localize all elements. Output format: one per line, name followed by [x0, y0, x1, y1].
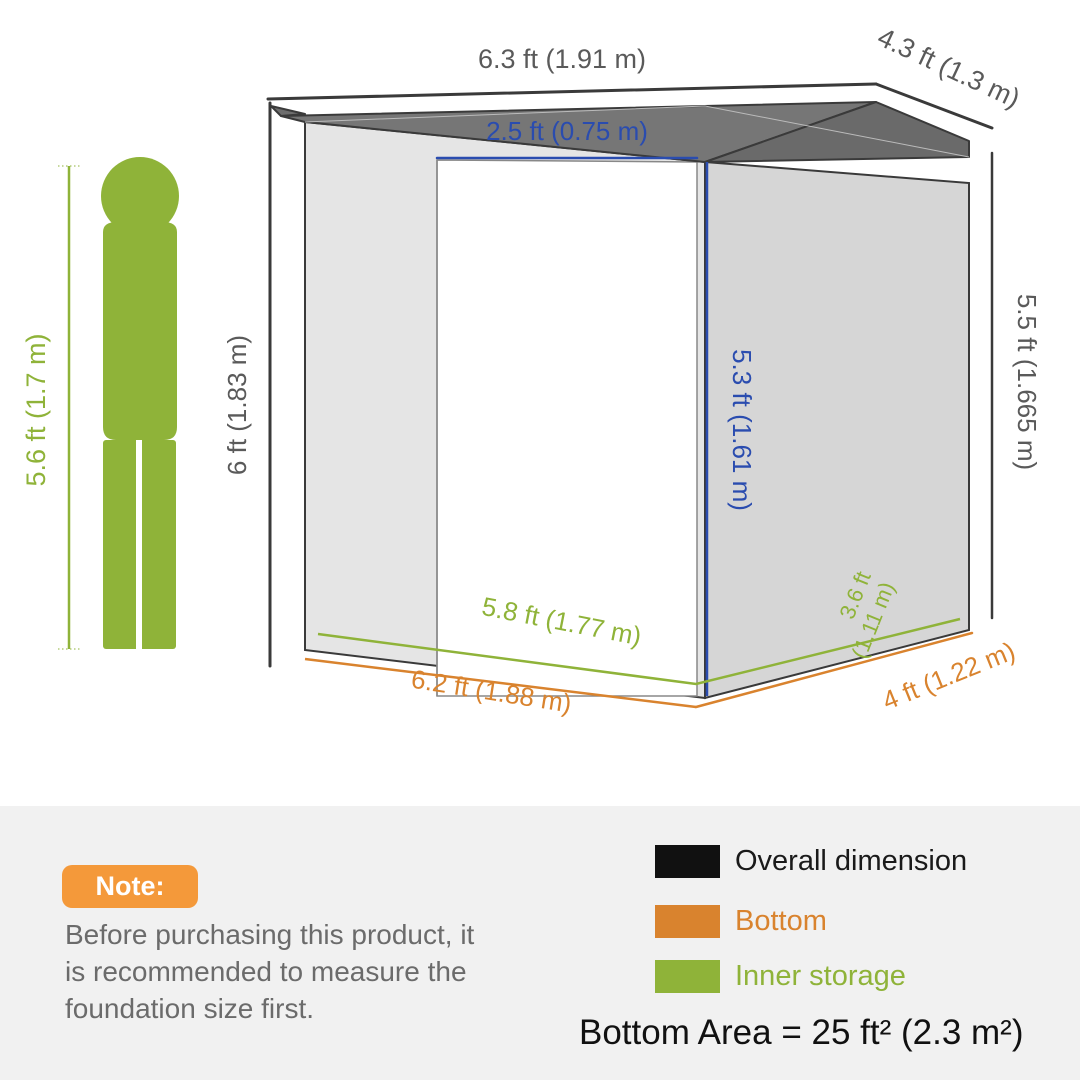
svg-text:6.3 ft (1.91 m): 6.3 ft (1.91 m): [478, 44, 646, 74]
svg-text:Inner storage: Inner storage: [735, 960, 906, 992]
svg-text:Overall dimension: Overall dimension: [735, 845, 967, 877]
svg-text:Note:: Note:: [96, 871, 165, 901]
svg-text:5.5 ft (1.665 m): 5.5 ft (1.665 m): [1012, 294, 1042, 470]
svg-text:Before purchasing this product: Before purchasing this product, it: [65, 919, 475, 950]
svg-text:2.5 ft (0.75 m): 2.5 ft (0.75 m): [486, 116, 648, 146]
svg-text:Bottom: Bottom: [735, 905, 827, 937]
svg-text:5.6 ft (1.7 m): 5.6 ft (1.7 m): [21, 333, 51, 486]
svg-text:Bottom Area = 25 ft² (2.3 m²): Bottom Area = 25 ft² (2.3 m²): [579, 1013, 1023, 1052]
svg-text:6 ft (1.83 m): 6 ft (1.83 m): [222, 335, 252, 475]
svg-text:is recommended to measure the: is recommended to measure the: [65, 956, 467, 987]
svg-text:5.3 ft (1.61 m): 5.3 ft (1.61 m): [727, 349, 757, 511]
svg-text:foundation size first.: foundation size first.: [65, 993, 314, 1024]
